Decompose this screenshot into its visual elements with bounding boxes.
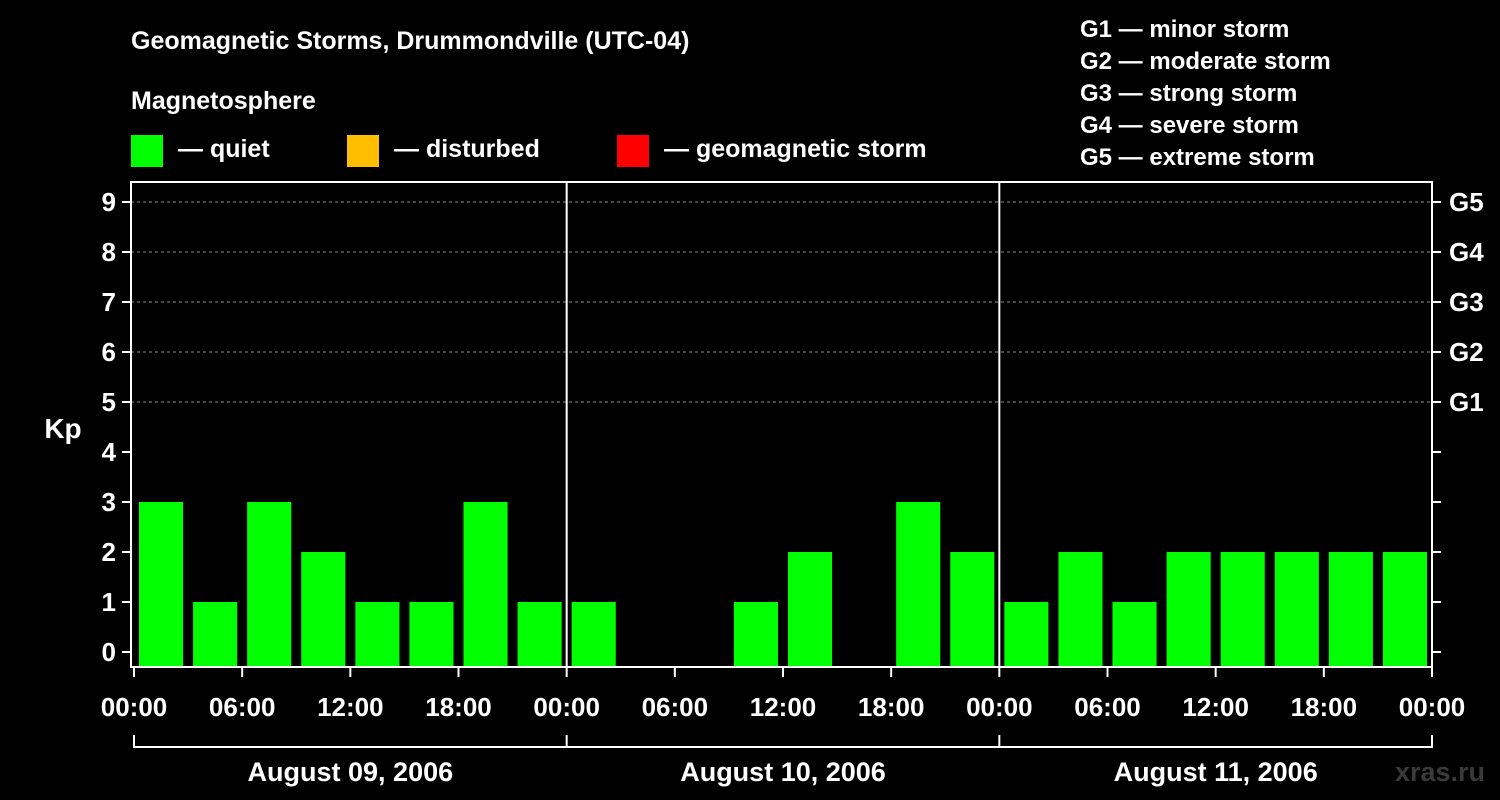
y-tick-label: 4 bbox=[102, 437, 117, 467]
day-label: August 09, 2006 bbox=[248, 757, 454, 787]
x-tick-label: 06:00 bbox=[1074, 692, 1141, 722]
kp-bar bbox=[571, 602, 616, 667]
plot-border bbox=[130, 181, 1433, 668]
y-axis-ticks: 0 1 2 3 4 5 6 7 8 9 bbox=[102, 187, 131, 667]
y-tick-label: 0 bbox=[102, 637, 116, 667]
legend-label-storm: — geomagnetic storm bbox=[664, 135, 927, 163]
g-scale-label: G1 bbox=[1449, 387, 1484, 417]
kp-bar bbox=[247, 502, 292, 667]
y-axis-label: Kp bbox=[44, 413, 81, 444]
kp-bar bbox=[517, 602, 562, 667]
kp-bar bbox=[1220, 552, 1265, 667]
kp-bar bbox=[301, 552, 346, 667]
x-tick-label: 18:00 bbox=[425, 692, 492, 722]
kp-bar bbox=[139, 502, 184, 667]
scale-legend-g5: G5 — extreme storm bbox=[1080, 144, 1315, 171]
x-tick-label: 12:00 bbox=[750, 692, 817, 722]
legend-title: Magnetosphere bbox=[131, 87, 316, 115]
plot-frame bbox=[130, 181, 1433, 668]
kp-bar bbox=[1166, 552, 1211, 667]
grid-lines bbox=[131, 201, 1432, 403]
kp-bar bbox=[193, 602, 238, 667]
legend-label-quiet: — quiet bbox=[178, 135, 270, 163]
kp-bar bbox=[1328, 552, 1373, 667]
watermark: xras.ru bbox=[1395, 757, 1485, 787]
x-tick-label: 00:00 bbox=[533, 692, 600, 722]
g-scale-label: G2 bbox=[1449, 337, 1484, 367]
x-tick-label: 06:00 bbox=[642, 692, 709, 722]
y-tick-label: 3 bbox=[102, 487, 116, 517]
x-tick-label: 06:00 bbox=[209, 692, 276, 722]
kp-bar bbox=[463, 502, 508, 667]
x-tick-label: 00:00 bbox=[966, 692, 1033, 722]
y-tick-label: 6 bbox=[102, 337, 116, 367]
x-tick-label: 12:00 bbox=[1182, 692, 1249, 722]
kp-bar bbox=[355, 602, 400, 667]
y-tick-label: 1 bbox=[102, 587, 116, 617]
scale-legend-g1: G1 — minor storm bbox=[1080, 16, 1289, 43]
scale-legend-g2: G2 — moderate storm bbox=[1080, 48, 1331, 75]
kp-bar bbox=[950, 552, 995, 667]
kp-bar bbox=[1058, 552, 1103, 667]
kp-bar bbox=[1382, 552, 1427, 667]
legend-swatch-disturbed bbox=[347, 135, 379, 167]
scale-legend-g4: G4 — severe storm bbox=[1080, 112, 1299, 139]
legend-label-disturbed: — disturbed bbox=[394, 135, 540, 163]
kp-bar bbox=[1112, 602, 1157, 667]
x-tick-label: 00:00 bbox=[101, 692, 168, 722]
kp-bar bbox=[409, 602, 454, 667]
y-tick-label: 8 bbox=[102, 237, 116, 267]
bars bbox=[139, 502, 1427, 667]
x-tick-label: 12:00 bbox=[317, 692, 384, 722]
y-tick-label: 5 bbox=[102, 387, 116, 417]
y-tick-label: 2 bbox=[102, 537, 116, 567]
x-tick-label: 18:00 bbox=[1291, 692, 1358, 722]
chart-title: Geomagnetic Storms, Drummondville (UTC-0… bbox=[131, 27, 689, 55]
g-scale-label: G3 bbox=[1449, 287, 1484, 317]
y-tick-label: 9 bbox=[102, 187, 116, 217]
legend-swatch-storm bbox=[617, 135, 649, 167]
x-tick-label: 18:00 bbox=[858, 692, 925, 722]
g-scale-label: G5 bbox=[1449, 187, 1484, 217]
right-axis-ticks: G1 G2 G3 G4 G5 bbox=[1432, 187, 1484, 653]
kp-bar bbox=[733, 602, 778, 667]
kp-bar bbox=[896, 502, 941, 667]
day-label: August 11, 2006 bbox=[1114, 757, 1318, 787]
legend-swatch-quiet bbox=[131, 135, 163, 167]
kp-bar bbox=[788, 552, 833, 667]
scale-legend-g3: G3 — strong storm bbox=[1080, 80, 1297, 107]
day-label: August 10, 2006 bbox=[680, 757, 886, 787]
x-tick-label: 00:00 bbox=[1399, 692, 1466, 722]
y-tick-label: 7 bbox=[102, 287, 116, 317]
kp-bar bbox=[1274, 552, 1319, 667]
g-scale-label: G4 bbox=[1449, 237, 1484, 267]
x-axis-ticks: 00:00 06:00 12:00 18:00 00:00 06:00 12:00 18:00… bbox=[101, 667, 1466, 722]
day-labels: August 09, 2006 August 10, 2006 August 11,… bbox=[133, 735, 1433, 787]
kp-bar bbox=[1004, 602, 1049, 667]
